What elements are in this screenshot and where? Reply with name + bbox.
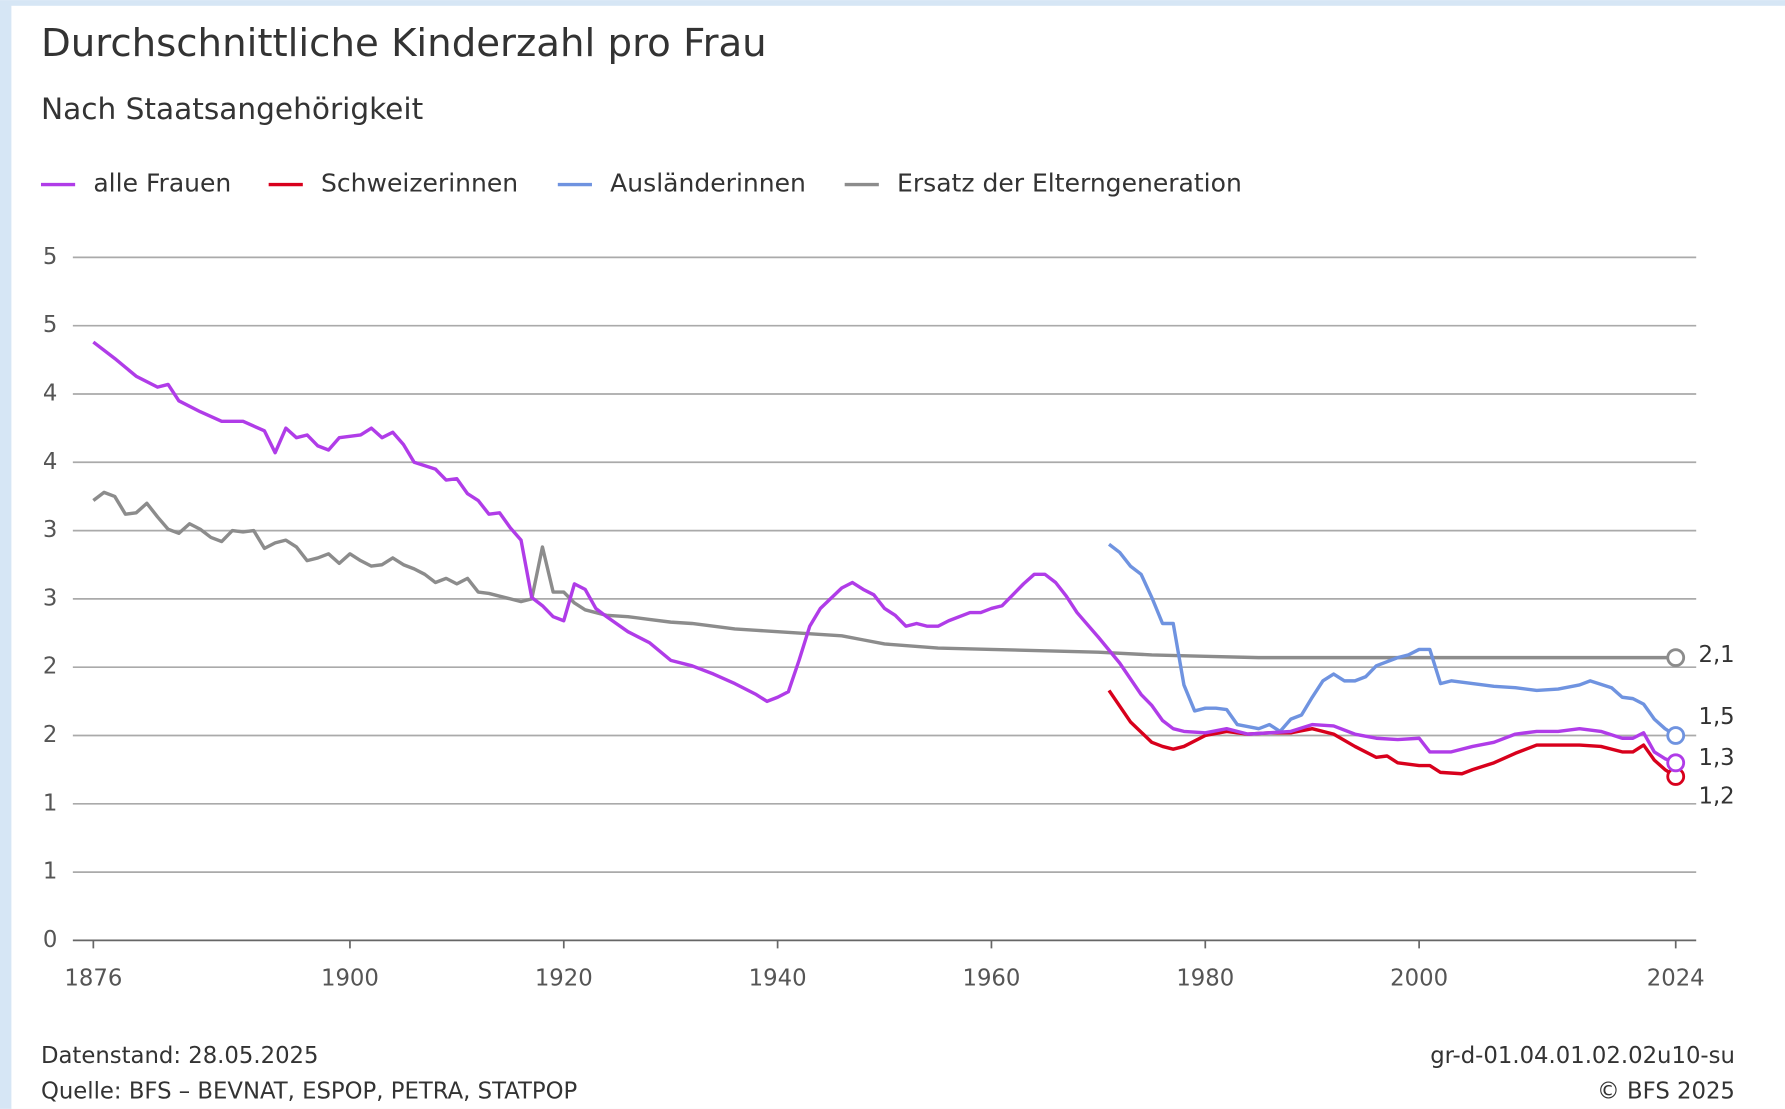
y-tick-label: 1 <box>43 859 57 885</box>
y-tick-label: 2 <box>43 654 57 680</box>
chart-subtitle: Nach Staatsangehörigkeit <box>41 92 423 126</box>
legend-label: Ausländerinnen <box>610 169 806 198</box>
data-label: 1,2 <box>1698 783 1734 809</box>
y-tick-label: 2 <box>43 722 57 748</box>
y-tick-label: 4 <box>43 380 57 406</box>
end-marker <box>1666 726 1686 745</box>
data-label: 2,1 <box>1698 642 1734 668</box>
y-tick-label: 1 <box>43 790 57 816</box>
card <box>11 5 1785 1109</box>
footer-text: Quelle: BFS – BEVNAT, ESPOP, PETRA, STAT… <box>41 1078 577 1104</box>
x-tick-label: 1900 <box>321 966 379 992</box>
chart-title: Durchschnittliche Kinderzahl pro Frau <box>41 21 767 66</box>
x-tick-label: 1876 <box>64 966 122 992</box>
end-marker <box>1666 753 1686 773</box>
y-tick-label: 0 <box>43 927 57 953</box>
x-tick-label: 1940 <box>749 966 807 992</box>
footer-text: Datenstand: 28.05.2025 <box>41 1043 319 1069</box>
y-tick-label: 5 <box>43 244 57 270</box>
series-line <box>1107 542 1677 737</box>
x-tick-label: 1920 <box>535 966 593 992</box>
y-tick-label: 3 <box>43 585 57 611</box>
end-marker <box>1666 648 1686 668</box>
y-tick-label: 4 <box>43 449 57 475</box>
x-tick-label: 2024 <box>1647 966 1705 992</box>
series-line <box>92 340 1677 765</box>
data-label: 1,3 <box>1698 745 1734 771</box>
footer-text: gr-d-01.04.01.02.02u10-su <box>1430 1043 1735 1069</box>
x-tick-label: 2000 <box>1390 966 1448 992</box>
y-tick-label: 5 <box>43 312 57 338</box>
series-line <box>1107 689 1677 778</box>
x-tick-label: 1980 <box>1176 966 1234 992</box>
data-label: 1,5 <box>1698 704 1734 730</box>
x-tick-label: 1960 <box>962 966 1020 992</box>
legend-label: Ersatz der Elterngeneration <box>897 169 1242 198</box>
series-line <box>92 490 1676 660</box>
footer-text: © BFS 2025 <box>1597 1078 1735 1104</box>
y-tick-label: 3 <box>43 517 57 543</box>
legend-label: Schweizerinnen <box>321 169 518 198</box>
legend-label: alle Frauen <box>93 169 231 198</box>
